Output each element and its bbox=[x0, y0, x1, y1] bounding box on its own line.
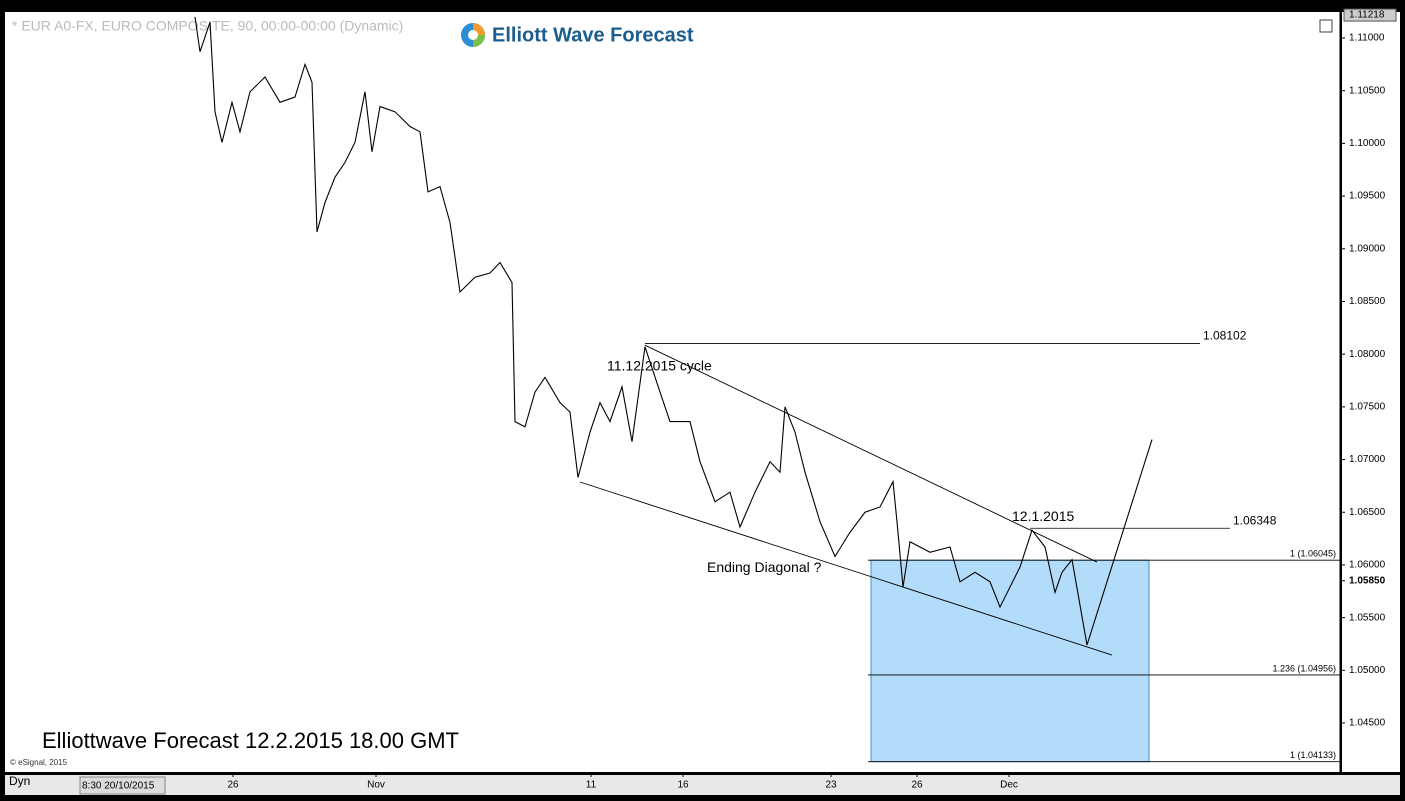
x-tick-label: Nov bbox=[367, 780, 385, 791]
high-marker-box bbox=[1343, 8, 1397, 22]
y-tick-label: 1.07000 bbox=[1349, 454, 1386, 465]
footer: Elliottwave Forecast 12.2.2015 18.00 GMT bbox=[42, 728, 459, 753]
last-price-label: 1.05850 bbox=[1349, 575, 1386, 586]
window-button[interactable] bbox=[1319, 19, 1333, 33]
high-marker-label: 1.11218 bbox=[1349, 10, 1385, 21]
fib-label: 1.236 (1.04956) bbox=[1272, 663, 1336, 673]
x-tick-label: 11 bbox=[586, 780, 597, 791]
y-tick-label: 1.06000 bbox=[1349, 560, 1386, 571]
trendline bbox=[644, 344, 1098, 563]
logo-bg bbox=[487, 22, 707, 48]
y-tick-label: 1.09500 bbox=[1349, 191, 1386, 202]
y-tick-label: 1.11000 bbox=[1349, 33, 1385, 44]
price-axis bbox=[1342, 12, 1400, 772]
x-tick-label: 26 bbox=[227, 780, 239, 791]
header: * EUR A0-FX, EURO COMPOSITE, 90, 00:00-0… bbox=[12, 18, 403, 34]
x-tick-label: Dec bbox=[1000, 780, 1018, 791]
time-axis bbox=[5, 775, 1400, 795]
trendline bbox=[579, 481, 1113, 656]
logo: Elliott Wave Forecast bbox=[492, 24, 694, 46]
mode-label: Dyn bbox=[9, 774, 30, 788]
y-tick-label: 1.10500 bbox=[1349, 85, 1386, 96]
x-tick-label: 23 bbox=[825, 780, 837, 791]
level-label: 1.08102 bbox=[1203, 329, 1247, 343]
annotation: 11.12.2015 cycle bbox=[607, 358, 712, 374]
y-tick-label: 1.07500 bbox=[1349, 401, 1386, 412]
y-tick-label: 1.09000 bbox=[1349, 243, 1386, 254]
x-tick-label: 16 bbox=[677, 780, 689, 791]
price-line bbox=[1061, 439, 1153, 646]
copyright: © eSignal, 2015 bbox=[10, 758, 68, 767]
level-label: 1.06348 bbox=[1233, 513, 1277, 527]
y-tick-label: 1.08500 bbox=[1349, 296, 1386, 307]
start-time: 8:30 20/10/2015 bbox=[82, 781, 155, 792]
y-tick-label: 1.08000 bbox=[1349, 349, 1386, 360]
price-line bbox=[194, 16, 1063, 609]
y-tick-label: 1.04500 bbox=[1349, 718, 1386, 729]
y-tick-label: 1.05500 bbox=[1349, 612, 1386, 623]
start-time-box bbox=[79, 776, 166, 795]
fib-label: 1 (1.06045) bbox=[1290, 549, 1336, 559]
y-tick-label: 1.05000 bbox=[1349, 665, 1386, 676]
y-tick-label: 1.10000 bbox=[1349, 138, 1386, 149]
logo-icon bbox=[461, 23, 485, 47]
annotation: Ending Diagonal ? bbox=[707, 559, 822, 575]
x-tick-label: 26 bbox=[911, 780, 923, 791]
fib-label: 1 (1.04133) bbox=[1290, 750, 1336, 760]
annotation: 12.1.2015 bbox=[1012, 508, 1074, 524]
y-tick-label: 1.06500 bbox=[1349, 507, 1386, 518]
